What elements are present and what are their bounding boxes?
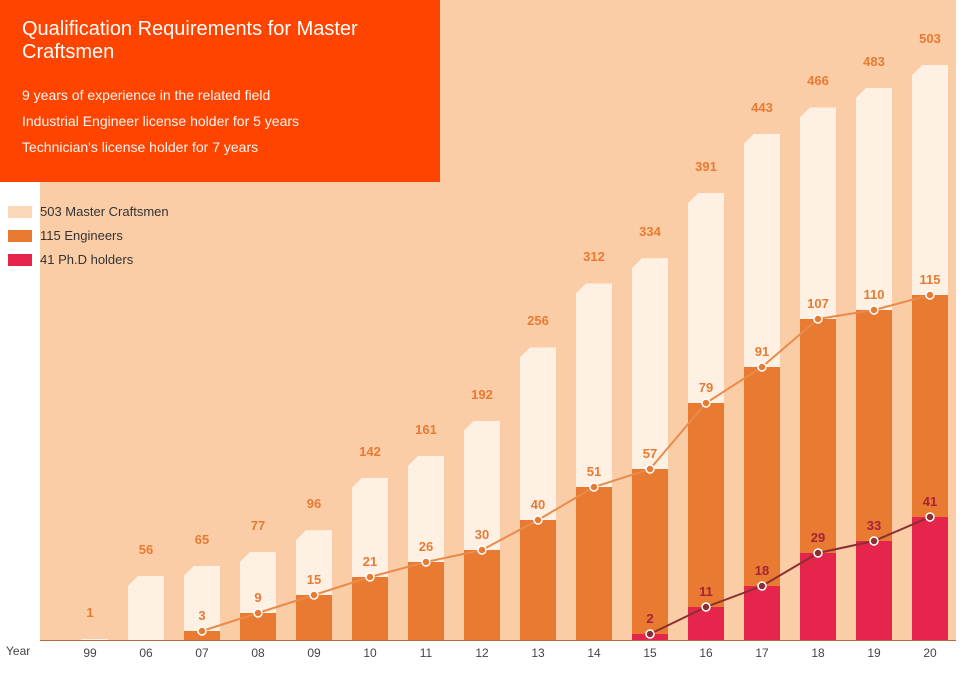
bar-total-label: 65 xyxy=(184,532,220,547)
x-tick-label: 17 xyxy=(755,646,768,660)
bar-total-label: 192 xyxy=(464,387,500,402)
bar-total-label: 466 xyxy=(800,73,836,88)
legend-label: 115 Engineers xyxy=(40,224,123,248)
bar-group: 443 xyxy=(744,0,780,640)
bar-total-label: 483 xyxy=(856,54,892,69)
bar-engineers xyxy=(688,403,724,640)
series-point-label: 107 xyxy=(807,296,829,311)
x-tick-label: 08 xyxy=(251,646,264,660)
bar-total-label: 334 xyxy=(632,224,668,239)
bar-total-label: 256 xyxy=(520,313,556,328)
bar-engineers xyxy=(464,550,500,640)
x-tick-label: 11 xyxy=(420,646,432,660)
info-box-line: 9 years of experience in the related fie… xyxy=(22,82,418,108)
x-tick-label: 20 xyxy=(923,646,936,660)
series-point-label: 26 xyxy=(419,539,433,554)
x-tick-label: 07 xyxy=(195,646,208,660)
bar-group: 503 xyxy=(912,0,948,640)
legend-swatch xyxy=(8,206,32,218)
x-axis-line xyxy=(40,640,956,641)
x-tick-label: 12 xyxy=(475,646,488,660)
legend-item: 41 Ph.D holders xyxy=(8,248,169,272)
bar-total xyxy=(184,566,220,640)
x-tick-label: 09 xyxy=(307,646,320,660)
series-point-label: 57 xyxy=(643,446,657,461)
bar-phd xyxy=(800,553,836,640)
series-point-label: 91 xyxy=(755,344,769,359)
series-point-label: 30 xyxy=(475,527,489,542)
series-point-label: 33 xyxy=(867,518,881,533)
bar-engineers xyxy=(240,613,276,640)
bar-total-label: 1 xyxy=(72,605,108,620)
bar-total xyxy=(128,576,164,640)
legend-label: 503 Master Craftsmen xyxy=(40,200,169,224)
info-box-title: Qualification Requirements for Master Cr… xyxy=(22,18,418,64)
legend-swatch xyxy=(8,230,32,242)
series-point-label: 15 xyxy=(307,572,321,587)
bar-group: 483 xyxy=(856,0,892,640)
info-box-line: Industrial Engineer license holder for 5… xyxy=(22,108,418,134)
info-box-line: Technician's license holder for 7 years xyxy=(22,134,418,160)
x-tick-label: 18 xyxy=(811,646,824,660)
series-point-label: 11 xyxy=(699,584,713,599)
bar-group: 334 xyxy=(632,0,668,640)
series-point-label: 29 xyxy=(811,530,825,545)
series-point-label: 110 xyxy=(864,287,885,302)
axis-year-label: Year xyxy=(6,644,30,658)
bar-total-label: 142 xyxy=(352,444,388,459)
info-box: Qualification Requirements for Master Cr… xyxy=(0,0,440,182)
bar-engineers xyxy=(184,631,220,640)
bar-group: 256 xyxy=(520,0,556,640)
bar-total-label: 96 xyxy=(296,496,332,511)
bar-phd xyxy=(912,517,948,640)
x-tick-label: 06 xyxy=(139,646,152,660)
bar-total-label: 503 xyxy=(912,31,948,46)
bar-phd xyxy=(744,586,780,640)
bar-total-label: 77 xyxy=(240,518,276,533)
bar-group: 312 xyxy=(576,0,612,640)
series-point-label: 2 xyxy=(646,611,653,626)
legend-swatch xyxy=(8,254,32,266)
x-tick-label: 16 xyxy=(699,646,712,660)
series-point-label: 40 xyxy=(531,497,545,512)
series-point-label: 3 xyxy=(198,608,205,623)
x-tick-label: 15 xyxy=(643,646,656,660)
bar-phd xyxy=(856,541,892,640)
series-point-label: 18 xyxy=(755,563,769,578)
series-point-label: 51 xyxy=(587,464,601,479)
bar-group: 391 xyxy=(688,0,724,640)
x-tick-label: 99 xyxy=(83,646,96,660)
series-point-label: 9 xyxy=(254,590,261,605)
x-tick-label: 10 xyxy=(363,646,376,660)
chart-stage: 1566577961421611922563123343914434664835… xyxy=(0,0,960,678)
bar-engineers xyxy=(352,577,388,640)
bar-total-label: 312 xyxy=(576,249,612,264)
bar-total-label: 391 xyxy=(688,159,724,174)
x-tick-label: 13 xyxy=(531,646,544,660)
bar-total-label: 161 xyxy=(408,422,444,437)
bar-engineers xyxy=(408,562,444,640)
legend-item: 115 Engineers xyxy=(8,224,169,248)
series-point-label: 41 xyxy=(923,494,937,509)
series-point-label: 21 xyxy=(363,554,377,569)
legend: 503 Master Craftsmen 115 Engineers 41 Ph… xyxy=(8,200,169,272)
legend-item: 503 Master Craftsmen xyxy=(8,200,169,224)
series-point-label: 79 xyxy=(699,380,713,395)
bar-engineers xyxy=(520,520,556,640)
bar-engineers xyxy=(576,487,612,640)
x-tick-label: 19 xyxy=(867,646,880,660)
legend-label: 41 Ph.D holders xyxy=(40,248,133,272)
x-tick-label: 14 xyxy=(587,646,600,660)
series-point-label: 115 xyxy=(920,272,941,287)
bar-total-label: 443 xyxy=(744,100,780,115)
bar-total-label: 56 xyxy=(128,542,164,557)
bar-phd xyxy=(688,607,724,640)
bar-engineers xyxy=(296,595,332,640)
bar-group: 192 xyxy=(464,0,500,640)
